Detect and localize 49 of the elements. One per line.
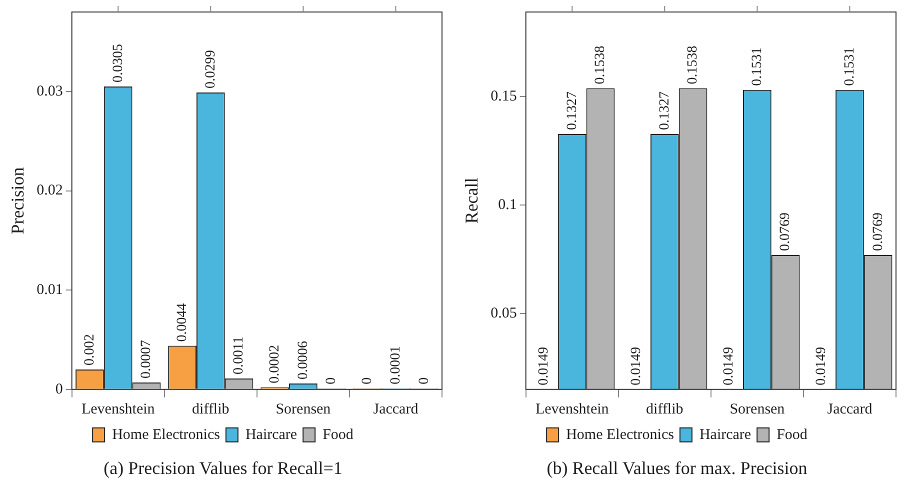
y-tick-label: 0.1 <box>498 196 517 213</box>
y-axis-title: Recall <box>462 178 482 224</box>
data-label: 0.0007 <box>139 340 154 378</box>
x-tick-label: Jaccard <box>373 401 419 418</box>
y-tick-label: 0.15 <box>490 88 517 104</box>
data-label: 0.0011 <box>232 336 247 374</box>
data-label: 0.1327 <box>657 92 672 130</box>
data-label: 0 <box>360 377 376 384</box>
legend-label: Food <box>776 426 808 443</box>
data-label: 0 <box>416 377 432 384</box>
x-tick-label: Sorensen <box>730 401 786 418</box>
data-label: 0 <box>324 377 340 384</box>
legend-label: Home Electronics <box>112 426 220 443</box>
y-tick-label: 0.03 <box>36 83 63 100</box>
x-tick-label: difflib <box>192 401 230 418</box>
y-tick-label: 0.02 <box>36 182 63 199</box>
legend-label: Home Electronics <box>566 426 674 443</box>
data-label: 0.0305 <box>110 44 126 82</box>
data-label: 0.0149 <box>814 346 830 386</box>
legend-label: Haircare <box>699 426 752 443</box>
data-label: 0.1327 <box>564 92 580 130</box>
y-tick-label: 0.05 <box>490 305 517 322</box>
x-tick-label: difflib <box>646 401 684 418</box>
data-label: 0.0002 <box>267 344 282 384</box>
data-label: 0.0001 <box>388 346 404 384</box>
y-tick-label: 0.01 <box>36 282 63 298</box>
x-tick-label: Jaccard <box>827 401 873 418</box>
x-tick-label: Sorensen <box>276 401 332 418</box>
data-label: 0.0149 <box>536 346 552 386</box>
data-label: 0.1531 <box>750 47 765 86</box>
data-label: 0.0299 <box>203 50 218 88</box>
data-label: 0.0149 <box>628 346 644 386</box>
data-label: 0.0769 <box>870 212 886 251</box>
data-label: 0.0769 <box>778 212 794 251</box>
y-axis-title: Precision <box>8 167 28 234</box>
y-tick-label: 0 <box>55 381 63 398</box>
text: (b) Recall Values for max. Precision <box>546 458 808 478</box>
data-label: 0.1538 <box>593 46 608 84</box>
legend-label: Haircare <box>245 426 298 443</box>
data-label: 0.1531 <box>842 47 858 86</box>
data-label: 0.0149 <box>721 346 736 386</box>
text: (a) Precision Values for Recall=1 <box>104 458 342 478</box>
data-label: 0.0006 <box>296 340 311 380</box>
x-tick-label: Levenshtein <box>81 401 156 418</box>
data-label: 0.002 <box>82 334 98 366</box>
legend-label: Food <box>322 426 354 443</box>
x-tick-label: Levenshtein <box>535 401 610 418</box>
data-label: 0.1538 <box>686 46 701 84</box>
data-label: 0.0044 <box>174 303 190 342</box>
